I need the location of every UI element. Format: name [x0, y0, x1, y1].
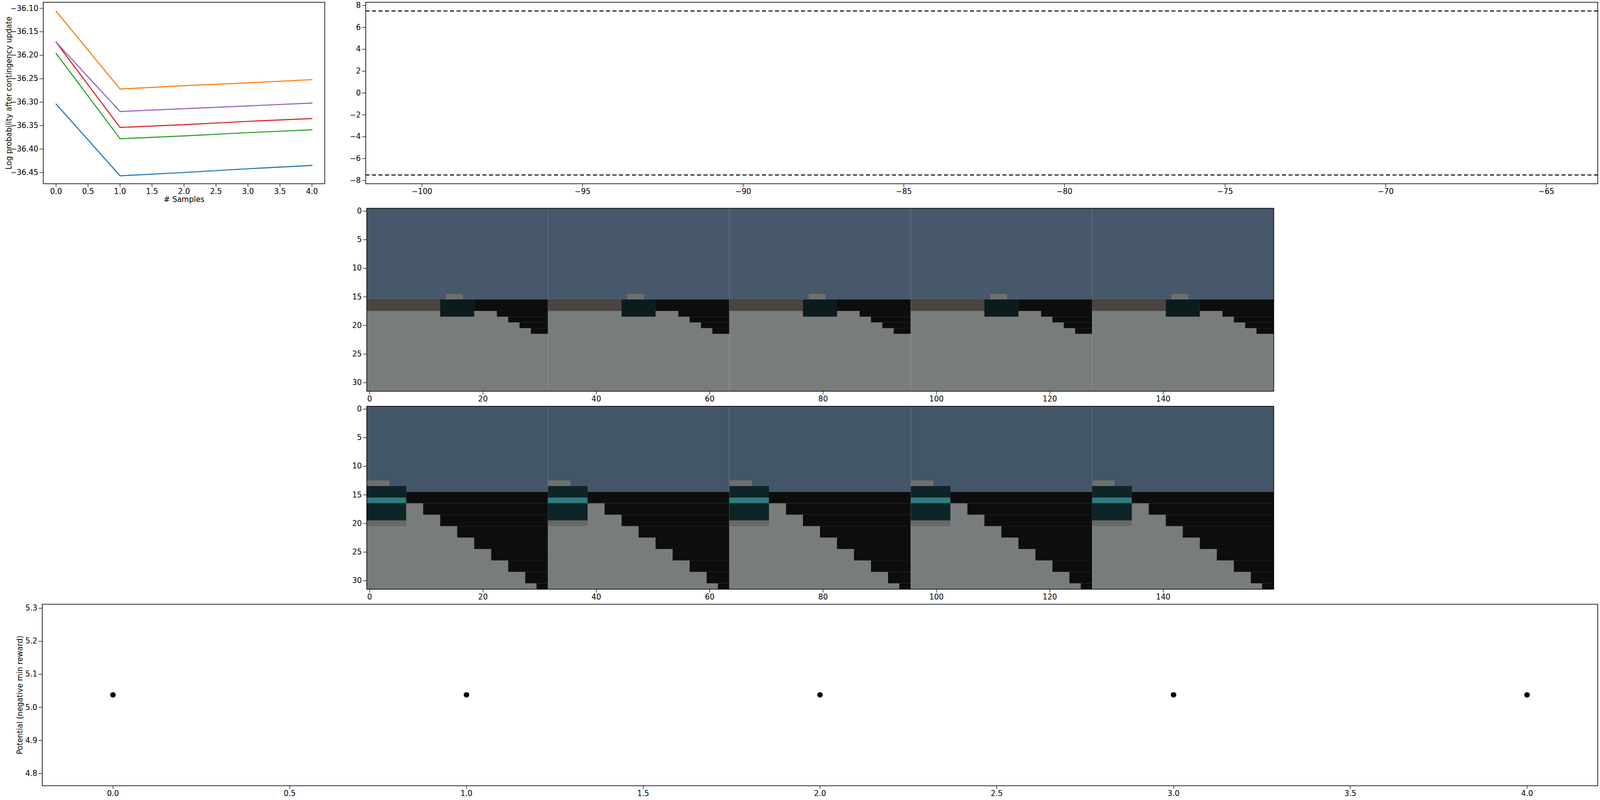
svg-text:−36.30: −36.30: [10, 97, 39, 107]
svg-text:100: 100: [929, 592, 944, 602]
svg-text:40: 40: [591, 592, 601, 602]
svg-text:Potential (negative min reward: Potential (negative min reward): [15, 635, 25, 755]
svg-text:0.5: 0.5: [82, 187, 94, 196]
svg-text:80: 80: [818, 394, 828, 404]
svg-text:0: 0: [357, 404, 362, 414]
svg-text:# Samples: # Samples: [163, 195, 205, 204]
svg-text:100: 100: [929, 394, 944, 404]
svg-text:−36.45: −36.45: [10, 168, 39, 177]
svg-text:−36.25: −36.25: [10, 74, 39, 83]
svg-text:−75: −75: [1217, 187, 1233, 196]
svg-text:25: 25: [352, 349, 362, 359]
svg-text:20: 20: [478, 592, 488, 602]
svg-text:3.5: 3.5: [274, 187, 286, 196]
svg-text:4.0: 4.0: [1521, 789, 1533, 798]
svg-text:5.2: 5.2: [25, 636, 38, 646]
svg-text:120: 120: [1042, 394, 1057, 404]
svg-text:−80: −80: [1056, 187, 1073, 196]
svg-text:1.0: 1.0: [460, 789, 473, 798]
svg-text:60: 60: [705, 592, 715, 602]
svg-text:20: 20: [478, 394, 488, 404]
svg-text:6: 6: [356, 23, 361, 32]
svg-text:4.9: 4.9: [25, 736, 38, 745]
svg-text:30: 30: [352, 576, 362, 585]
svg-text:1.5: 1.5: [146, 187, 158, 196]
svg-text:0: 0: [356, 88, 361, 98]
svg-text:40: 40: [591, 394, 601, 404]
svg-text:−100: −100: [411, 187, 432, 196]
svg-text:2.5: 2.5: [210, 187, 222, 196]
svg-text:2.5: 2.5: [991, 789, 1003, 798]
svg-text:2: 2: [356, 66, 361, 76]
svg-text:5.1: 5.1: [25, 669, 38, 679]
svg-text:−8: −8: [349, 176, 361, 185]
svg-text:1.5: 1.5: [637, 789, 650, 798]
svg-text:−95: −95: [574, 187, 591, 196]
svg-text:3.5: 3.5: [1344, 789, 1357, 798]
svg-text:2.0: 2.0: [178, 187, 190, 197]
svg-text:3.0: 3.0: [1167, 789, 1180, 798]
svg-text:30: 30: [352, 378, 362, 387]
svg-text:−36.15: −36.15: [10, 27, 39, 36]
svg-text:10: 10: [352, 263, 362, 273]
svg-text:0: 0: [357, 206, 362, 216]
svg-text:10: 10: [352, 461, 362, 471]
svg-text:−90: −90: [735, 187, 752, 196]
svg-text:20: 20: [352, 321, 362, 330]
svg-text:2.0: 2.0: [814, 789, 826, 798]
svg-text:4.8: 4.8: [25, 769, 38, 778]
svg-text:5: 5: [357, 433, 362, 442]
svg-text:140: 140: [1156, 592, 1171, 602]
svg-text:120: 120: [1042, 592, 1057, 602]
svg-text:Log probability after continge: Log probability after contingency update: [4, 16, 14, 170]
svg-text:4.0: 4.0: [306, 187, 318, 196]
svg-text:3.0: 3.0: [242, 187, 254, 196]
svg-text:1.0: 1.0: [114, 187, 126, 196]
svg-text:−2: −2: [349, 110, 361, 120]
svg-text:20: 20: [352, 519, 362, 528]
svg-text:−6: −6: [349, 154, 361, 163]
svg-text:−36.40: −36.40: [10, 144, 39, 154]
svg-text:140: 140: [1156, 394, 1171, 404]
svg-text:15: 15: [352, 292, 362, 302]
svg-text:5.3: 5.3: [25, 603, 38, 613]
svg-text:−4: −4: [349, 132, 361, 141]
svg-text:8: 8: [356, 1, 361, 10]
svg-text:−36.20: −36.20: [10, 50, 39, 60]
svg-text:5: 5: [357, 235, 362, 244]
svg-text:0.0: 0.0: [50, 187, 62, 196]
svg-text:0.0: 0.0: [107, 789, 119, 798]
svg-text:−36.35: −36.35: [10, 121, 39, 130]
svg-text:−85: −85: [896, 187, 912, 196]
svg-text:0: 0: [367, 592, 372, 602]
svg-text:80: 80: [818, 592, 828, 602]
svg-text:60: 60: [705, 394, 715, 404]
svg-text:0: 0: [367, 394, 372, 404]
svg-text:−70: −70: [1378, 187, 1394, 196]
svg-text:5.0: 5.0: [25, 703, 38, 712]
svg-text:25: 25: [352, 547, 362, 557]
svg-text:−36.10: −36.10: [10, 3, 39, 13]
svg-text:−65: −65: [1538, 187, 1555, 196]
svg-text:15: 15: [352, 490, 362, 500]
svg-text:4: 4: [356, 44, 361, 54]
svg-text:0.5: 0.5: [284, 789, 296, 798]
